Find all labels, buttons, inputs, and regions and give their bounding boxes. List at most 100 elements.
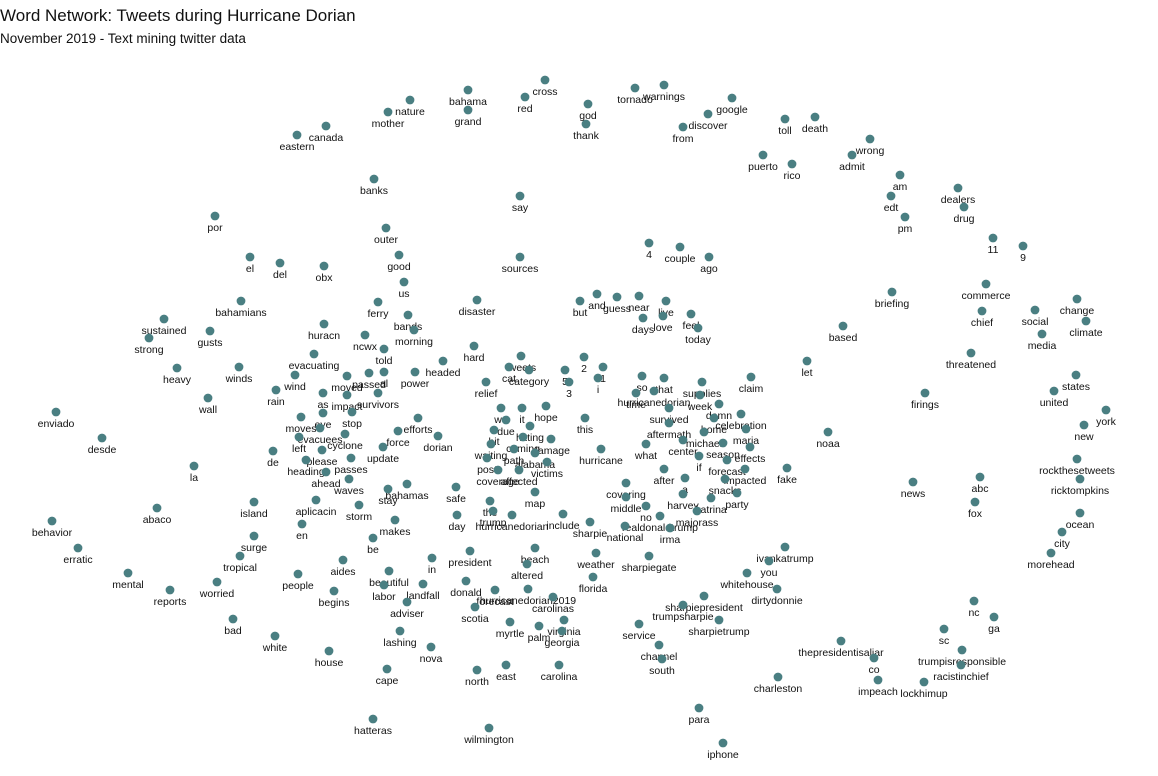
node-point (319, 319, 329, 329)
node-label: cat (502, 373, 516, 385)
node-label: you (761, 567, 778, 579)
node-point (319, 261, 329, 271)
node-point (523, 584, 533, 594)
node-label: told (376, 355, 393, 367)
node-point (742, 568, 752, 578)
node-label: i (597, 384, 599, 396)
node-point (203, 393, 213, 403)
node-label: center (668, 446, 698, 458)
node-label: al (380, 378, 388, 390)
node-label: huracn (308, 330, 340, 342)
node-point (718, 438, 728, 448)
node-point (658, 311, 668, 321)
node-label: sharpie (573, 528, 608, 540)
node-point (236, 296, 246, 306)
node-label: banks (360, 185, 388, 197)
node-label: ricktompkins (1051, 485, 1109, 497)
node-point (908, 477, 918, 487)
node-label: edt (884, 202, 899, 214)
node-label: update (367, 453, 399, 465)
node-label: house (315, 657, 344, 669)
node-label: category (509, 376, 550, 388)
node-point (692, 506, 702, 516)
node-point (501, 660, 511, 670)
node-label: charleston (754, 683, 803, 695)
node-point (694, 703, 704, 713)
node-point (501, 415, 511, 425)
node-label: bahama (449, 96, 487, 108)
node-label: 2 (581, 363, 587, 375)
node-label: new (1074, 431, 1094, 443)
node-point (714, 399, 724, 409)
node-label: service (622, 630, 655, 642)
node-point (649, 386, 659, 396)
node-label: behavior (32, 527, 73, 539)
node-point (451, 482, 461, 492)
node-point (311, 495, 321, 505)
node-point (869, 653, 879, 663)
node-label: climate (1069, 327, 1102, 339)
node-label: ferry (368, 308, 390, 320)
node-point (558, 509, 568, 519)
node-point (745, 442, 755, 452)
node-point (1046, 548, 1056, 558)
node-point (369, 174, 379, 184)
node-label: rain (267, 396, 285, 408)
node-label: dorian (423, 442, 452, 454)
node-point (515, 191, 525, 201)
node-label: disaster (459, 306, 496, 318)
node-label: del (273, 269, 287, 281)
node-label: post (477, 464, 497, 476)
node-label: racistinchief (933, 671, 989, 683)
node-point (399, 277, 409, 287)
node-label: bahamians (215, 307, 266, 319)
node-point (887, 287, 897, 297)
node-label: majorass (676, 517, 719, 529)
node-label: headed (425, 367, 460, 379)
node-point (644, 551, 654, 561)
node-point (470, 602, 480, 612)
node-label: para (688, 714, 709, 726)
node-label: gusts (197, 337, 222, 349)
node-label: sharpiegate (622, 562, 677, 574)
node-label: north (465, 676, 489, 688)
node-label: stop (342, 418, 362, 430)
node-label: georgia (544, 637, 579, 649)
node-point (433, 431, 443, 441)
node-point (704, 252, 714, 262)
node-label: from (673, 133, 694, 145)
node-point (541, 401, 551, 411)
node-point (659, 464, 669, 474)
node-label: states (1062, 381, 1090, 393)
node-point (321, 121, 331, 131)
node-point (507, 510, 517, 520)
node-point (722, 455, 732, 465)
node-point (699, 427, 709, 437)
node-point (787, 159, 797, 169)
node-label: enviado (38, 418, 75, 430)
node-label: left (292, 443, 306, 455)
node-point (1075, 474, 1085, 484)
node-label: por (207, 222, 223, 234)
node-point (520, 92, 530, 102)
node-point (709, 413, 719, 423)
node-point (465, 546, 475, 556)
node-label: couple (665, 253, 696, 265)
node-point (318, 408, 328, 418)
node-point (486, 439, 496, 449)
node-point (235, 551, 245, 561)
node-point (525, 421, 535, 431)
node-label: survivors (357, 399, 399, 411)
node-label: force (386, 437, 410, 449)
node-point (461, 576, 471, 586)
node-point (564, 377, 574, 387)
node-point (554, 660, 564, 670)
node-point (484, 723, 494, 733)
node-label: south (649, 665, 675, 677)
node-point (919, 677, 929, 687)
node-label: guess (603, 303, 631, 315)
node-label: rockthesetweets (1039, 465, 1115, 477)
node-point (580, 413, 590, 423)
node-point (294, 432, 304, 442)
node-label: 4 (646, 249, 652, 261)
